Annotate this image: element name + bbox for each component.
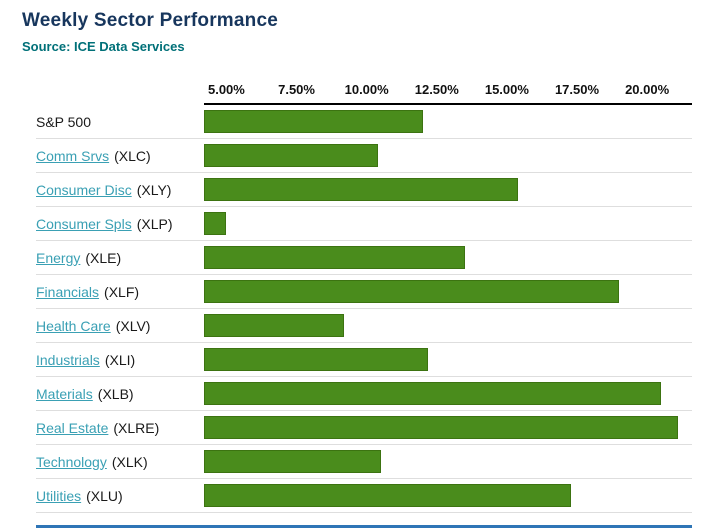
chart-row: Technology (XLK) [36, 445, 692, 479]
bar-track [204, 479, 692, 512]
row-label: Materials (XLB) [36, 377, 204, 410]
sector-link[interactable]: Consumer Disc [36, 181, 132, 198]
value-bar [204, 110, 423, 133]
sector-link[interactable]: Technology [36, 453, 107, 470]
sector-label: S&P 500 [36, 113, 92, 130]
bar-track [204, 411, 692, 444]
bar-track [204, 139, 692, 172]
row-label: Industrials (XLI) [36, 343, 204, 376]
x-axis-tick: 17.50% [554, 82, 600, 97]
sector-link[interactable]: Comm Srvs [36, 147, 110, 164]
chart-row: Utilities (XLU) [36, 479, 692, 513]
value-bar [204, 382, 662, 405]
row-label: Energy (XLE) [36, 241, 204, 274]
x-axis-tick: 7.50% [278, 82, 315, 97]
bar-track [204, 105, 692, 138]
bar-track [204, 377, 692, 410]
value-bar [204, 314, 345, 337]
x-axis-tick: 10.00% [344, 82, 389, 97]
row-label: Consumer Disc (XLY) [36, 173, 204, 206]
chart-row: Materials (XLB) [36, 377, 692, 411]
sector-link[interactable]: Health Care [36, 317, 111, 334]
chart-row: Industrials (XLI) [36, 343, 692, 377]
row-label: S&P 500 [36, 105, 204, 138]
value-bar [204, 280, 620, 303]
value-bar [204, 144, 378, 167]
row-label: Utilities (XLU) [36, 479, 204, 512]
sector-performance-chart: 5.00% 7.50% 10.00% 12.50% 15.00% 17.50% 20.00%… [36, 78, 692, 528]
sector-link[interactable]: Consumer Spls [36, 215, 132, 232]
x-axis-tick: 12.50% [414, 82, 459, 97]
row-label: Technology (XLK) [36, 445, 204, 478]
x-axis-tick: 5.00% [207, 82, 245, 97]
bar-track [204, 343, 692, 376]
chart-row: S&P 500 [36, 105, 692, 139]
chart-row: Real Estate (XLRE) [36, 411, 692, 445]
sector-link[interactable]: Utilities [36, 487, 82, 504]
chart-row: Health Care (XLV) [36, 309, 692, 343]
ticker-label: (XLP) [136, 215, 173, 232]
value-bar [204, 178, 519, 201]
chart-row: Consumer Spls (XLP) [36, 207, 692, 241]
bar-track [204, 173, 692, 206]
row-label: Health Care (XLV) [36, 309, 204, 342]
bar-track [204, 241, 692, 274]
row-label: Consumer Spls (XLP) [36, 207, 204, 240]
ticker-label: (XLI) [104, 351, 136, 368]
value-bar [204, 212, 227, 235]
bar-track [204, 207, 692, 240]
sector-link[interactable]: Industrials [36, 351, 100, 368]
row-label: Financials (XLF) [36, 275, 204, 308]
axis-label-spacer [36, 78, 204, 105]
ticker-label: (XLV) [115, 317, 151, 334]
sector-link[interactable]: Energy [36, 249, 81, 266]
x-axis-row: 5.00% 7.50% 10.00% 12.50% 15.00% 17.50% 20.00% [36, 78, 692, 105]
bar-track [204, 445, 692, 478]
chart-rows: S&P 500 Comm Srvs (XLC) Consumer Disc (XLY) C… [36, 105, 692, 513]
chart-row: Energy (XLE) [36, 241, 692, 275]
x-axis: 5.00% 7.50% 10.00% 12.50% 15.00% 17.50% 20.00% [204, 78, 692, 105]
value-bar [204, 450, 381, 473]
x-axis-tick: 15.00% [484, 82, 529, 97]
source-label: Source: ICE Data Services [22, 39, 185, 54]
value-bar [204, 348, 429, 371]
ticker-label: (XLF) [104, 283, 140, 300]
ticker-label: (XLY) [136, 181, 172, 198]
bar-track [204, 275, 692, 308]
value-bar [204, 246, 465, 269]
ticker-label: (XLB) [97, 385, 134, 402]
bar-track [204, 309, 692, 342]
value-bar [204, 416, 678, 439]
x-axis-tick: 20.00% [625, 82, 670, 97]
chart-row: Comm Srvs (XLC) [36, 139, 692, 173]
ticker-label: (XLE) [85, 249, 122, 266]
value-bar [204, 484, 572, 507]
ticker-label: (XLU) [86, 487, 123, 504]
sector-link[interactable]: Real Estate [36, 419, 109, 436]
sector-link[interactable]: Materials [36, 385, 93, 402]
ticker-label: (XLK) [111, 453, 148, 470]
ticker-label: (XLRE) [113, 419, 160, 436]
chart-row: Consumer Disc (XLY) [36, 173, 692, 207]
row-label: Real Estate (XLRE) [36, 411, 204, 444]
row-label: Comm Srvs (XLC) [36, 139, 204, 172]
sector-link[interactable]: Financials [36, 283, 100, 300]
ticker-label: (XLC) [114, 147, 151, 164]
page-title: Weekly Sector Performance [22, 10, 278, 31]
bottom-divider [36, 525, 692, 528]
chart-row: Financials (XLF) [36, 275, 692, 309]
